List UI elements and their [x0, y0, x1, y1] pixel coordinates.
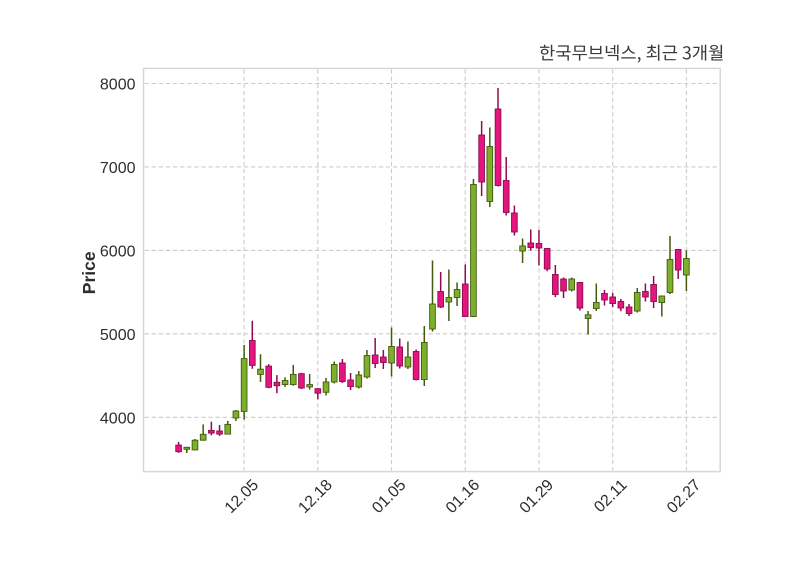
svg-text:6000: 6000 — [100, 244, 136, 261]
svg-text:8000: 8000 — [100, 77, 136, 94]
svg-text:7000: 7000 — [100, 160, 136, 177]
svg-text:5000: 5000 — [100, 327, 136, 344]
svg-text:Price: Price — [79, 251, 99, 294]
svg-text:4000: 4000 — [100, 411, 136, 428]
